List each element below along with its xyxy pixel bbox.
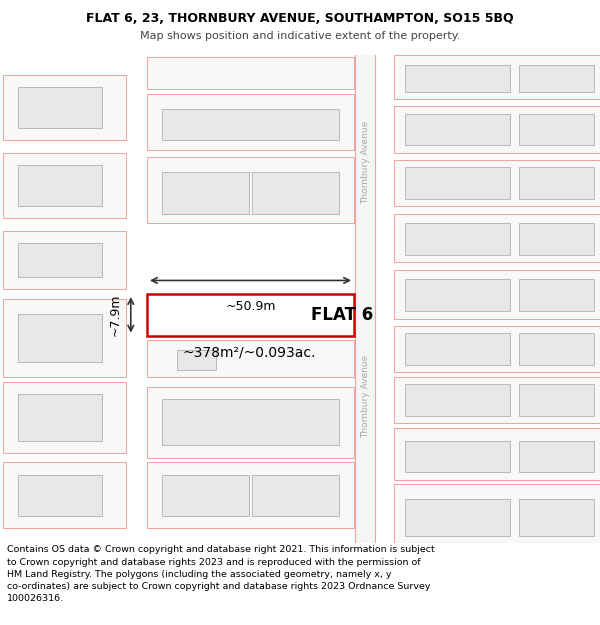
Bar [405,65,510,92]
Bar [252,172,339,214]
Bar [3,462,126,528]
Bar [519,441,594,472]
Bar [162,109,339,141]
Text: Thornbury Avenue: Thornbury Avenue [361,355,370,438]
Bar [18,474,102,516]
Bar [355,55,375,543]
Bar [252,474,339,516]
Bar [519,114,594,145]
Bar [18,165,102,206]
Bar [147,158,354,223]
Bar [405,279,510,311]
Bar [394,160,600,206]
Text: Map shows position and indicative extent of the property.: Map shows position and indicative extent… [140,31,460,41]
Bar [405,223,510,255]
Bar [519,223,594,255]
Bar [18,394,102,441]
Bar [394,214,600,262]
Bar [519,384,594,416]
Bar [394,270,600,319]
Bar [519,279,594,311]
Text: FLAT 6, 23, THORNBURY AVENUE, SOUTHAMPTON, SO15 5BQ: FLAT 6, 23, THORNBURY AVENUE, SOUTHAMPTO… [86,12,514,25]
Bar [3,299,126,377]
Bar [394,484,600,543]
Bar [394,326,600,372]
Text: ~7.9m: ~7.9m [109,294,122,336]
Bar [405,384,510,416]
Bar [147,294,354,336]
Text: ~50.9m: ~50.9m [225,300,276,313]
Bar [147,94,354,150]
Bar [394,106,600,152]
Bar [162,474,249,516]
Bar [147,387,354,458]
Bar [147,58,354,89]
Bar [162,172,249,214]
Bar [405,168,510,199]
Bar [405,114,510,145]
Bar [3,74,126,141]
Bar [394,377,600,424]
Bar [18,314,102,362]
Bar [3,152,126,219]
Bar [405,441,510,472]
Bar [394,55,600,99]
Bar [519,168,594,199]
Text: Thornbury Avenue: Thornbury Avenue [361,121,370,204]
Bar [405,333,510,365]
Bar [405,499,510,536]
Bar [394,428,600,479]
Bar [3,382,126,452]
Bar [18,87,102,128]
Bar [177,350,216,370]
Bar [3,231,126,289]
Text: Contains OS data © Crown copyright and database right 2021. This information is : Contains OS data © Crown copyright and d… [7,546,435,603]
Bar [18,243,102,277]
Bar [519,499,594,536]
Bar [147,341,354,377]
Bar [519,65,594,92]
Text: FLAT 6: FLAT 6 [311,306,373,324]
Bar [519,333,594,365]
Bar [147,462,354,528]
Bar [162,399,339,446]
Text: ~378m²/~0.093ac.: ~378m²/~0.093ac. [182,346,316,359]
